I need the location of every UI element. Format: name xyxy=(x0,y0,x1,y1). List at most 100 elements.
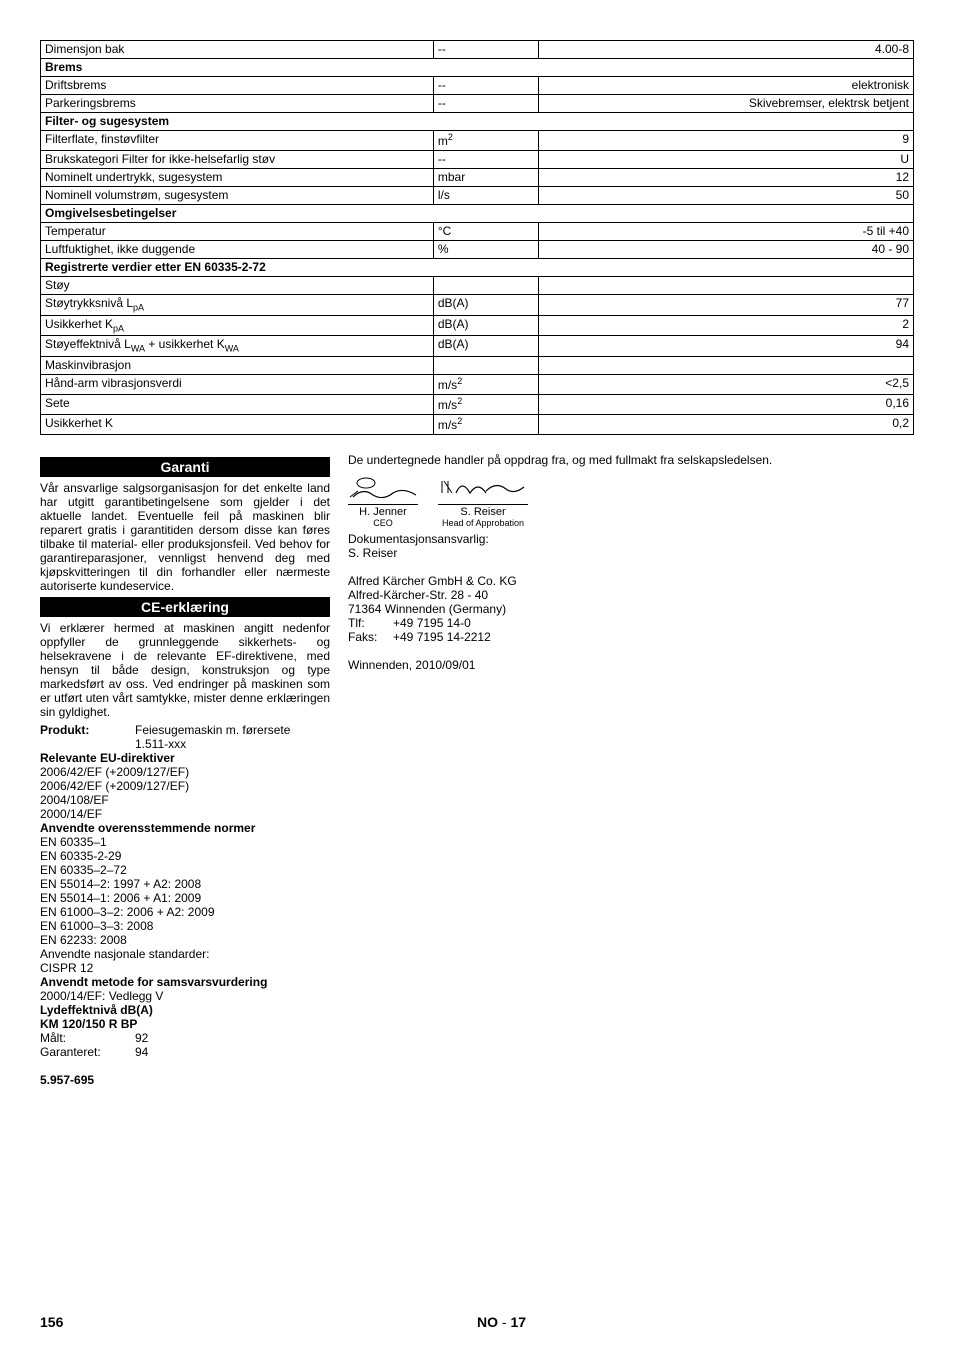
table-row: Støyeffektnivå LWA + usikkerhet KWAdB(A)… xyxy=(41,336,914,357)
table-row: Dimensjon bak--4.00-8 xyxy=(41,41,914,59)
fax-row: Faks: +49 7195 14-2212 xyxy=(348,630,914,644)
cell-label: Støytrykksnivå LpA xyxy=(41,295,434,316)
signature-block: H. Jenner CEO S. Reiser Head of Approbat… xyxy=(348,475,914,528)
cell-unit: l/s xyxy=(433,187,538,205)
cell-value xyxy=(538,356,913,374)
tel-row: Tlf: +49 7195 14-0 xyxy=(348,616,914,630)
cell-unit: -- xyxy=(433,77,538,95)
signature-2-svg xyxy=(438,475,528,501)
table-row: Filterflate, finstøvfilterm29 xyxy=(41,131,914,151)
natstd-label: Anvendte nasjonale standarder: xyxy=(40,947,330,961)
list-item: 2000/14/EF xyxy=(40,807,330,821)
ce-intro: Vi erklærer hermed at maskinen angitt ne… xyxy=(40,621,330,719)
signature-2: S. Reiser Head of Approbation xyxy=(438,475,528,528)
cell-value: 77 xyxy=(538,295,913,316)
auth-text: De undertegnede handler på oppdrag fra, … xyxy=(348,453,914,467)
cell-label: Nominell volumstrøm, sugesystem xyxy=(41,187,434,205)
cell-label: Støy xyxy=(41,277,434,295)
list-item: EN 60335–2–72 xyxy=(40,863,330,877)
directives-label: Relevante EU-direktiver xyxy=(40,751,330,765)
cell-label: Maskinvibrasjon xyxy=(41,356,434,374)
cell-unit xyxy=(433,356,538,374)
cell-unit: dB(A) xyxy=(433,295,538,316)
table-row: Støytrykksnivå LpAdB(A)77 xyxy=(41,295,914,316)
cell-value: 50 xyxy=(538,187,913,205)
left-column: Garanti Vår ansvarlige salgsorganisasjon… xyxy=(40,453,330,1087)
ce-header: CE-erklæring xyxy=(40,597,330,617)
list-item: EN 55014–2: 1997 + A2: 2008 xyxy=(40,877,330,891)
cell-unit: m/s2 xyxy=(433,374,538,394)
cell-label: Filterflate, finstøvfilter xyxy=(41,131,434,151)
list-item: 2006/42/EF (+2009/127/EF) xyxy=(40,779,330,793)
table-row: Nominelt undertrykk, sugesystemmbar12 xyxy=(41,169,914,187)
cell-unit: -- xyxy=(433,95,538,113)
signature-1-svg xyxy=(348,475,418,501)
product-row-2: 1.511-xxx xyxy=(40,737,330,751)
sig2-name: S. Reiser xyxy=(438,504,528,518)
cell-unit: °C xyxy=(433,223,538,241)
guaranteed-label: Garanteret: xyxy=(40,1045,135,1059)
guaranteed: 94 xyxy=(135,1045,330,1059)
page-number: 156 xyxy=(40,1314,477,1330)
table-row: Setem/s20,16 xyxy=(41,394,914,414)
cell-label: Nominelt undertrykk, sugesystem xyxy=(41,169,434,187)
list-item: EN 60335–1 xyxy=(40,835,330,849)
cell-value: 4.00-8 xyxy=(538,41,913,59)
signature-1: H. Jenner CEO xyxy=(348,475,418,528)
list-item: EN 62233: 2008 xyxy=(40,933,330,947)
company: Alfred Kärcher GmbH & Co. KG xyxy=(348,574,914,588)
cell-unit: dB(A) xyxy=(433,336,538,357)
sig1-name: H. Jenner xyxy=(348,504,418,518)
cell-label: Luftfuktighet, ikke duggende xyxy=(41,241,434,259)
sound-label: Lydeffektnivå dB(A) xyxy=(40,1003,330,1017)
doc-number: 5.957-695 xyxy=(40,1073,330,1087)
table-row: Driftsbrems--elektronisk xyxy=(41,77,914,95)
method: 2000/14/EF: Vedlegg V xyxy=(40,989,330,1003)
cell-label: Driftsbrems xyxy=(41,77,434,95)
table-row: Filter- og sugesystem xyxy=(41,113,914,131)
cell-unit xyxy=(433,277,538,295)
spec-table: Dimensjon bak--4.00-8BremsDriftsbrems--e… xyxy=(40,40,914,435)
table-row: Nominell volumstrøm, sugesysteml/s50 xyxy=(41,187,914,205)
sig2-role: Head of Approbation xyxy=(438,518,528,528)
cell-unit: m/s2 xyxy=(433,414,538,434)
table-row: Maskinvibrasjon xyxy=(41,356,914,374)
table-row: Registrerte verdier etter EN 60335-2-72 xyxy=(41,259,914,277)
cell-label: Brukskategori Filter for ikke-helsefarli… xyxy=(41,151,434,169)
cell-label: Usikkerhet K xyxy=(41,414,434,434)
cell-label: Dimensjon bak xyxy=(41,41,434,59)
cell-value: 2 xyxy=(538,315,913,336)
lang-sep: - xyxy=(498,1314,510,1330)
fax-label: Faks: xyxy=(348,630,393,644)
cell-label: Usikkerhet KpA xyxy=(41,315,434,336)
cell-value: <2,5 xyxy=(538,374,913,394)
cell-label: Sete xyxy=(41,394,434,414)
list-item: EN 60335-2-29 xyxy=(40,849,330,863)
table-row: Usikkerhet Km/s20,2 xyxy=(41,414,914,434)
cell-unit: dB(A) xyxy=(433,315,538,336)
cell-value: U xyxy=(538,151,913,169)
list-item: EN 55014–1: 2006 + A1: 2009 xyxy=(40,891,330,905)
table-row: Omgivelsesbetingelser xyxy=(41,205,914,223)
measured: 92 xyxy=(135,1031,330,1045)
cell-unit: -- xyxy=(433,41,538,59)
measured-label: Målt: xyxy=(40,1031,135,1045)
norms-label: Anvendte overensstemmende normer xyxy=(40,821,330,835)
cell-unit: mbar xyxy=(433,169,538,187)
table-row: Parkeringsbrems--Skivebremser, elektrsk … xyxy=(41,95,914,113)
cell-value: -5 til +40 xyxy=(538,223,913,241)
lang-sub: 17 xyxy=(510,1314,526,1330)
cell-value: 0,2 xyxy=(538,414,913,434)
cell-unit: -- xyxy=(433,151,538,169)
list-item: 2004/108/EF xyxy=(40,793,330,807)
garanti-text: Vår ansvarlige salgsorganisasjon for det… xyxy=(40,481,330,593)
cell-value: 94 xyxy=(538,336,913,357)
product-row: Produkt: Feiesugemaskin m. førersete xyxy=(40,723,330,737)
section-cell: Filter- og sugesystem xyxy=(41,113,914,131)
section-cell: Omgivelsesbetingelser xyxy=(41,205,914,223)
cell-label: Temperatur xyxy=(41,223,434,241)
footer-lang: NO - 17 xyxy=(477,1314,914,1330)
norms-list: EN 60335–1EN 60335-2-29EN 60335–2–72EN 5… xyxy=(40,835,330,947)
cell-label: Hånd-arm vibrasjonsverdi xyxy=(41,374,434,394)
cell-label: Støyeffektnivå LWA + usikkerhet KWA xyxy=(41,336,434,357)
